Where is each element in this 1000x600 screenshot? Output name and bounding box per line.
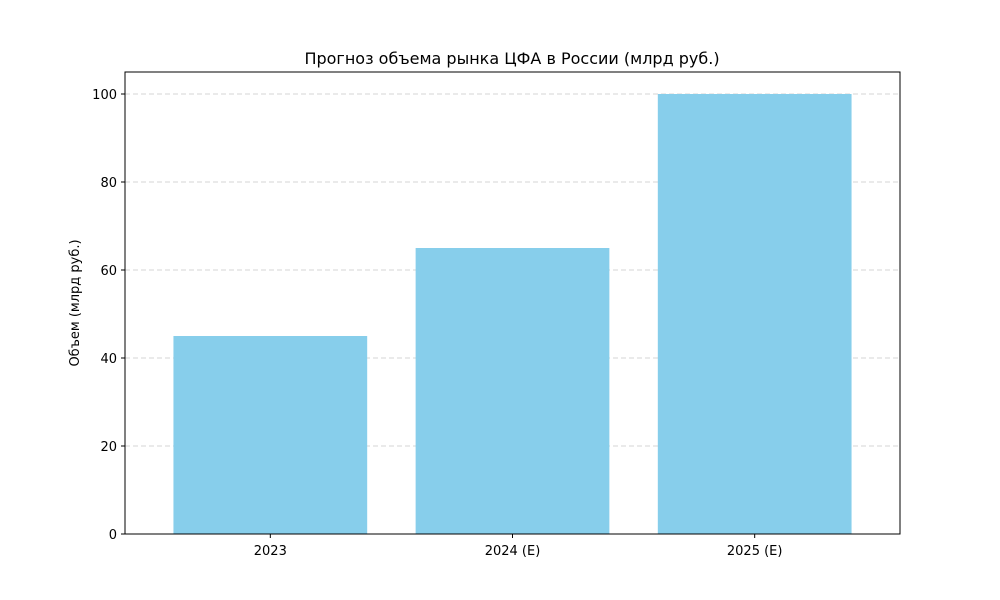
x-tick-label: 2025 (E) [727, 544, 783, 559]
x-tick-label: 2023 [254, 544, 287, 559]
y-tick-label: 60 [100, 264, 117, 279]
chart-title: Прогноз объема рынка ЦФА в России (млрд … [304, 49, 719, 68]
bars [173, 94, 852, 534]
y-tick-label: 20 [100, 440, 117, 455]
bar [173, 336, 368, 534]
y-tick-label: 80 [100, 176, 117, 191]
bar [657, 94, 852, 534]
x-tick-label: 2024 (E) [485, 544, 541, 559]
bar [415, 248, 610, 534]
y-tick-label: 100 [92, 88, 117, 103]
y-tick-label: 0 [109, 528, 117, 543]
y-tick-label: 40 [100, 352, 117, 367]
y-axis-label: Объем (млрд руб.) [68, 239, 83, 366]
y-axis-ticks: 0 20 40 60 80 100 [92, 88, 125, 543]
x-axis-ticks: 2023 2024 (E) 2025 (E) [254, 534, 783, 559]
